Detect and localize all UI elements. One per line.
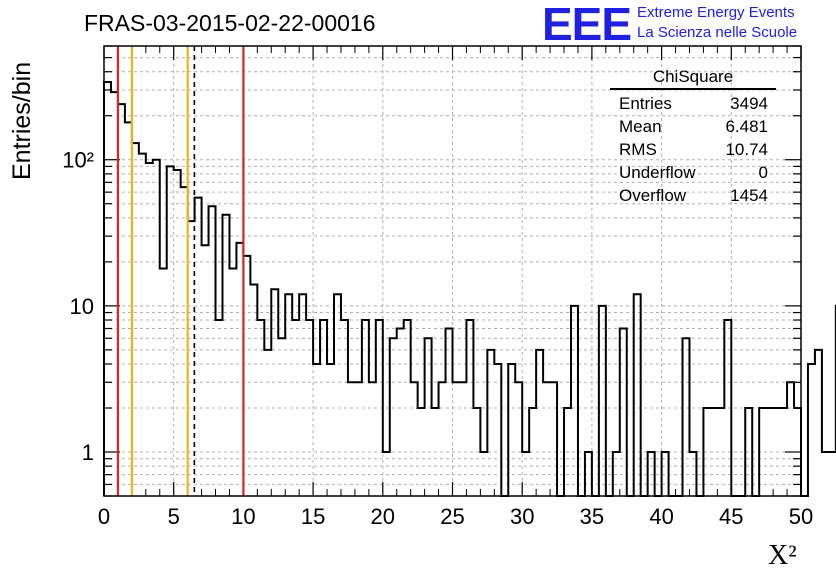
stats-label: RMS: [619, 140, 657, 159]
stats-row-underflow: Underflow 0: [610, 161, 776, 184]
x-tick-label: 30: [510, 504, 534, 529]
chart-title: FRAS-03-2015-02-22-00016: [84, 10, 376, 36]
stats-label: Mean: [619, 117, 662, 136]
stats-title: ChiSquare: [610, 67, 776, 90]
x-tick-label: 45: [719, 504, 743, 529]
stats-label: Overflow: [619, 186, 687, 205]
y-axis-ticks: 1 10 10²: [62, 148, 94, 465]
y-tick-label: 10: [70, 294, 94, 319]
x-tick-label: 40: [649, 504, 673, 529]
x-tick-label: 25: [440, 504, 464, 529]
plot-frame: [103, 45, 802, 497]
stats-value: 6.481: [725, 117, 768, 136]
stats-row-mean: Mean 6.481: [610, 115, 776, 138]
y-tick-label: 10²: [62, 148, 94, 173]
y-axis-label: Entries/bin: [8, 61, 36, 180]
stats-value: 1454: [730, 186, 768, 205]
x-axis-ticks: 0 5 10 15 20 25 30 35 40 45 50: [98, 504, 813, 529]
x-tick-label: 0: [98, 504, 110, 529]
stats-row-entries: Entries 3494: [610, 92, 776, 115]
stats-label: Entries: [619, 94, 672, 113]
stats-row-overflow: Overflow 1454: [610, 184, 776, 207]
x-axis-label-text: X²: [768, 540, 797, 571]
x-tick-label: 15: [301, 504, 325, 529]
x-tick-label: 20: [371, 504, 395, 529]
stats-row-rms: RMS 10.74: [610, 138, 776, 161]
logo-subtitle-line1: Extreme Energy Events: [637, 4, 795, 21]
x-tick-label: 10: [231, 504, 255, 529]
y-tick-label: 1: [82, 440, 94, 465]
vertical-marker-lines: [116, 46, 245, 496]
grid-lines: [104, 45, 801, 497]
stats-value: 3494: [730, 94, 768, 113]
eee-logo: EEE: [542, 0, 632, 50]
stats-value: 10.74: [725, 140, 768, 159]
histogram-step-line: [103, 81, 836, 497]
x-tick-label: 5: [168, 504, 180, 529]
x-axis-label: X²: [768, 540, 797, 572]
x-tick-label: 50: [789, 504, 813, 529]
logo-subtitle-line2: La Scienza nelle Scuole: [637, 24, 798, 41]
stats-box: ChiSquare Entries 3494 Mean 6.481 RMS 10…: [610, 67, 776, 207]
x-tick-label: 35: [580, 504, 604, 529]
stats-value: 0: [758, 163, 768, 182]
stats-label: Underflow: [619, 163, 696, 182]
